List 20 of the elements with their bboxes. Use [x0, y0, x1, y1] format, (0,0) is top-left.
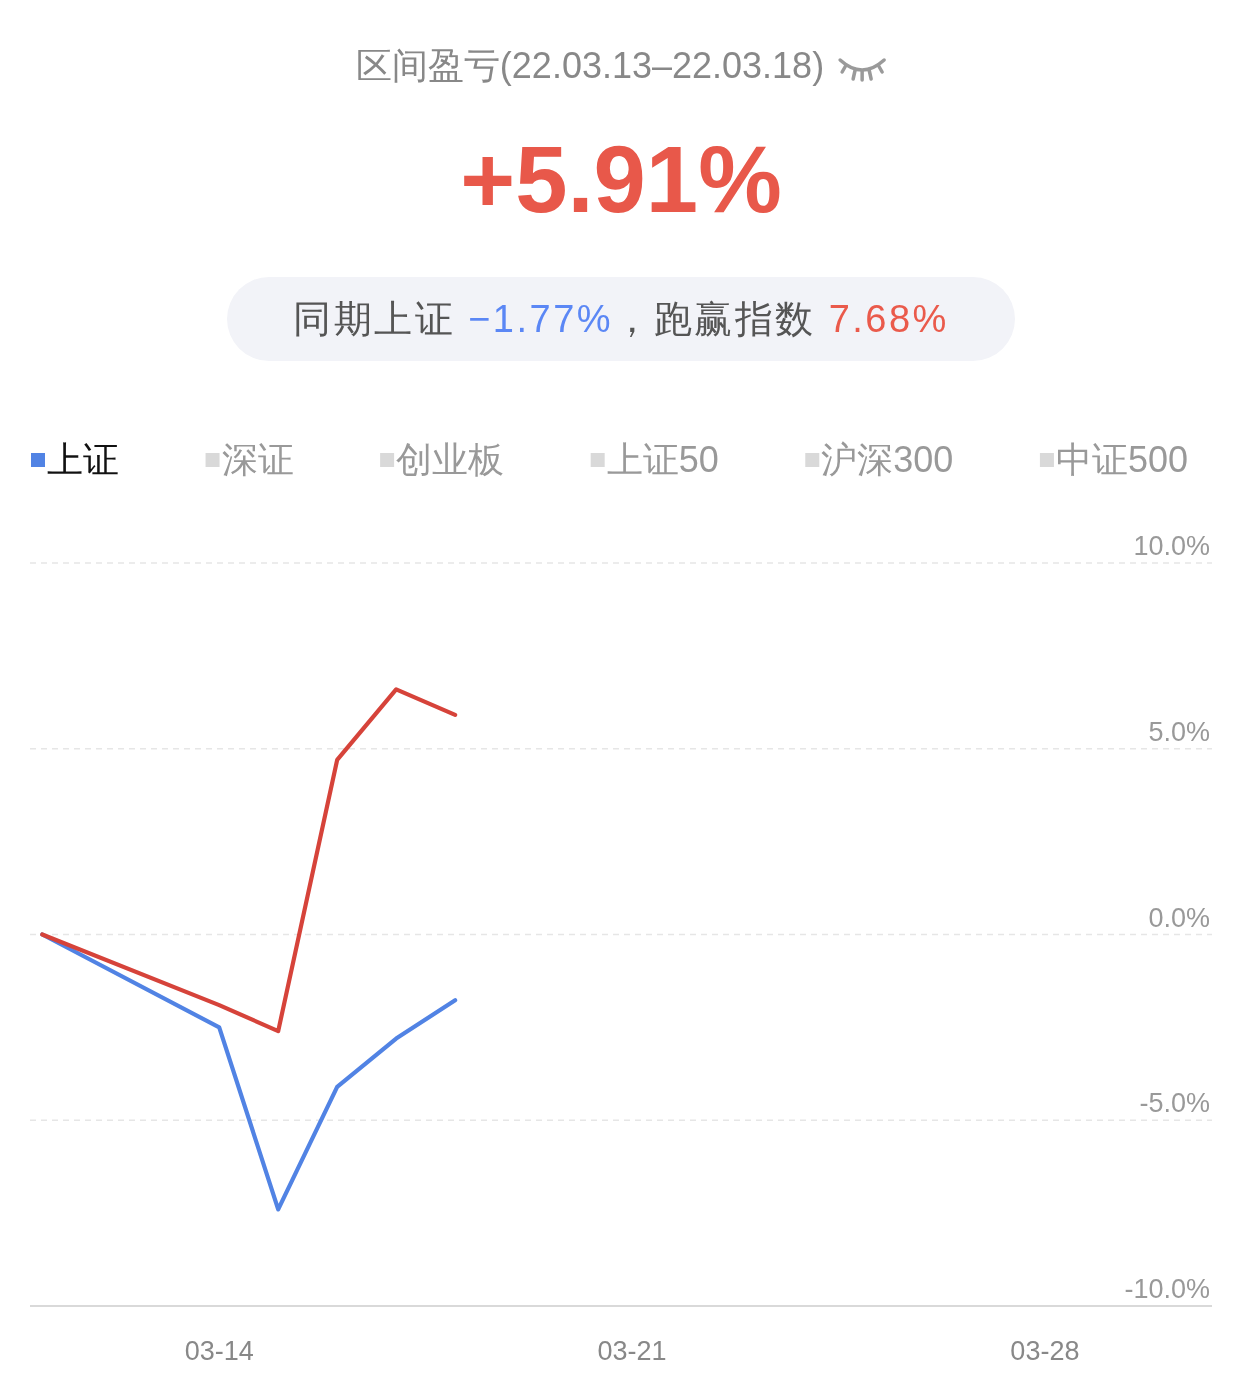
chart-subtitle: +5.91% — [460, 127, 782, 232]
legend-label: 上证50 — [606, 439, 719, 480]
y-tick-label: 5.0% — [1148, 716, 1210, 747]
text: ，跑赢指数 — [613, 298, 816, 340]
legend-label: 沪深300 — [821, 439, 954, 480]
text: 7.68% — [815, 298, 949, 340]
legend-label: 中证500 — [1055, 439, 1188, 480]
x-tick-label: 03-28 — [1010, 1336, 1080, 1366]
text: −1.77% — [455, 298, 614, 340]
text: 同期上证 — [293, 298, 456, 340]
chart-title: 区间盈亏(22.03.13–22.03.18) — [355, 45, 825, 86]
x-tick-label: 03-21 — [597, 1336, 667, 1366]
y-tick-label: 0.0% — [1148, 902, 1210, 933]
y-tick-label: 10.0% — [1133, 531, 1210, 561]
y-tick-label: -10.0% — [1124, 1274, 1210, 1304]
legend-label: 上证 — [47, 439, 119, 480]
x-tick-label: 03-14 — [184, 1336, 254, 1366]
y-tick-label: -5.0% — [1139, 1088, 1210, 1119]
legend-label: 深证 — [221, 439, 294, 480]
legend-label: 创业板 — [396, 439, 505, 480]
